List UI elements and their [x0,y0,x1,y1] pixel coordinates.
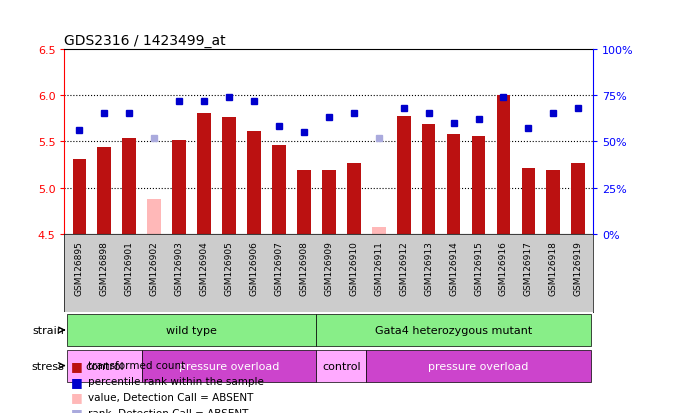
Text: GDS2316 / 1423499_at: GDS2316 / 1423499_at [64,33,226,47]
Text: GSM126907: GSM126907 [275,240,283,295]
Bar [472,136,485,234]
Bar [546,171,560,234]
Bar [447,135,460,234]
Text: ■: ■ [71,375,83,388]
Text: pressure overload: pressure overload [428,361,529,370]
Text: wild type: wild type [166,325,217,335]
Bar [142,350,317,382]
Bar [317,314,591,346]
Bar [197,114,211,234]
Text: pressure overload: pressure overload [179,361,279,370]
Text: ■: ■ [71,406,83,413]
Bar [297,171,311,234]
Text: Gata4 heterozygous mutant: Gata4 heterozygous mutant [375,325,532,335]
Text: control: control [322,361,361,370]
Text: value, Detection Call = ABSENT: value, Detection Call = ABSENT [88,392,254,402]
Text: GSM126912: GSM126912 [399,240,408,295]
Text: GSM126911: GSM126911 [374,240,383,295]
Bar [572,164,585,234]
Text: control: control [85,361,123,370]
Text: GSM126910: GSM126910 [349,240,358,295]
Text: GSM126898: GSM126898 [100,240,109,295]
Bar [147,199,161,234]
Text: GSM126901: GSM126901 [125,240,134,295]
Text: GSM126915: GSM126915 [474,240,483,295]
Bar [366,350,591,382]
Text: strain: strain [32,325,64,335]
Bar [496,96,511,234]
Text: GSM126908: GSM126908 [300,240,308,295]
Text: ■: ■ [71,390,83,404]
Bar [397,117,410,234]
Text: transformed count: transformed count [88,361,185,370]
Bar [222,118,236,234]
Bar [247,132,261,234]
Bar [372,228,386,234]
Bar [67,314,317,346]
Text: stress: stress [31,361,64,370]
Text: GSM126903: GSM126903 [175,240,184,295]
Bar [422,124,435,234]
Text: ■: ■ [71,359,83,372]
Bar [317,350,366,382]
Bar [322,171,336,234]
Text: GSM126918: GSM126918 [549,240,558,295]
Text: GSM126917: GSM126917 [524,240,533,295]
Text: GSM126914: GSM126914 [449,240,458,295]
Text: GSM126904: GSM126904 [199,240,209,295]
Text: GSM126905: GSM126905 [224,240,233,295]
Bar [123,138,136,234]
Bar [172,141,186,234]
Text: GSM126906: GSM126906 [250,240,258,295]
Text: GSM126909: GSM126909 [324,240,334,295]
Bar [521,169,535,234]
Text: GSM126919: GSM126919 [574,240,583,295]
Bar [347,164,361,234]
Bar [73,159,86,234]
Text: percentile rank within the sample: percentile rank within the sample [88,376,264,386]
Bar [272,146,286,234]
Text: GSM126916: GSM126916 [499,240,508,295]
Bar [67,350,142,382]
Text: GSM126913: GSM126913 [424,240,433,295]
Text: GSM126895: GSM126895 [75,240,84,295]
Text: rank, Detection Call = ABSENT: rank, Detection Call = ABSENT [88,408,249,413]
Bar [98,147,111,234]
Text: GSM126902: GSM126902 [150,240,159,295]
